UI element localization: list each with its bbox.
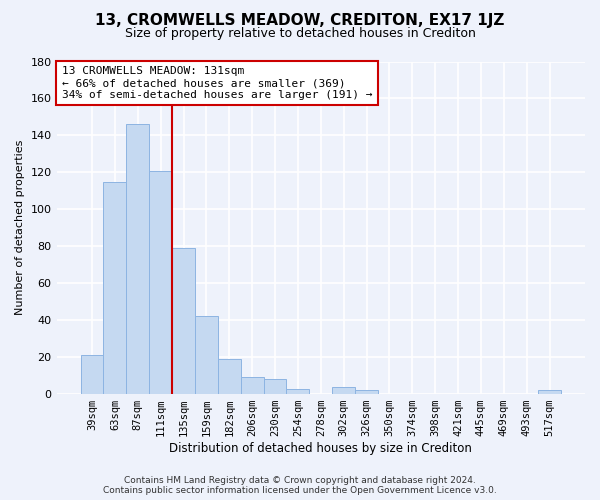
Bar [538,390,561,394]
Text: Size of property relative to detached houses in Crediton: Size of property relative to detached ho… [125,28,475,40]
Bar [103,182,127,394]
Bar [80,356,103,394]
Bar [286,388,310,394]
Bar [127,124,149,394]
X-axis label: Distribution of detached houses by size in Crediton: Distribution of detached houses by size … [169,442,472,455]
Bar [355,390,378,394]
Bar [172,248,195,394]
Bar [149,170,172,394]
Bar [218,359,241,394]
Bar [195,316,218,394]
Text: 13 CROMWELLS MEADOW: 131sqm
← 66% of detached houses are smaller (369)
34% of se: 13 CROMWELLS MEADOW: 131sqm ← 66% of det… [62,66,373,100]
Text: Contains HM Land Registry data © Crown copyright and database right 2024.
Contai: Contains HM Land Registry data © Crown c… [103,476,497,495]
Bar [263,380,286,394]
Bar [241,378,263,394]
Bar [332,386,355,394]
Text: 13, CROMWELLS MEADOW, CREDITON, EX17 1JZ: 13, CROMWELLS MEADOW, CREDITON, EX17 1JZ [95,12,505,28]
Y-axis label: Number of detached properties: Number of detached properties [15,140,25,316]
